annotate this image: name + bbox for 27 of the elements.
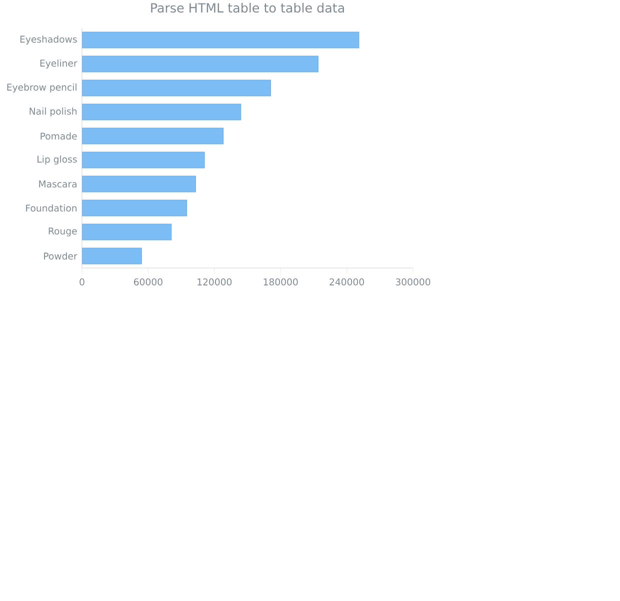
y-tick-label: Lip gloss <box>38 155 77 165</box>
y-tick-label: Eyebrow pencil <box>7 83 76 93</box>
y-tick-label: Nail polish <box>30 107 77 117</box>
bar <box>82 224 172 240</box>
x-tick-label: 60000 <box>134 278 162 286</box>
x-tick-label: 0 <box>80 278 84 286</box>
bar <box>82 32 360 48</box>
bar <box>82 200 188 216</box>
chart-title: Parse HTML table to table data <box>151 2 344 13</box>
x-tick-label: 240000 <box>330 278 364 286</box>
x-tick-label: 300000 <box>396 278 430 286</box>
y-tick-label: Pomade <box>40 132 77 140</box>
x-tick-label: 180000 <box>264 278 298 286</box>
y-tick-label: Foundation <box>26 204 77 212</box>
bar <box>82 152 205 168</box>
bar <box>82 128 224 144</box>
bar <box>82 56 318 72</box>
y-tick-label: Rouge <box>48 228 77 236</box>
bar <box>82 104 242 120</box>
bar <box>82 176 196 192</box>
bar <box>82 80 271 96</box>
y-tick-label: Mascara <box>39 180 76 188</box>
y-tick-label: Eyeliner <box>40 59 78 69</box>
y-tick-label: Eyeshadows <box>20 35 77 45</box>
bar <box>82 248 142 264</box>
x-tick-label: 120000 <box>198 278 232 286</box>
y-tick-label: Powder <box>44 252 78 260</box>
